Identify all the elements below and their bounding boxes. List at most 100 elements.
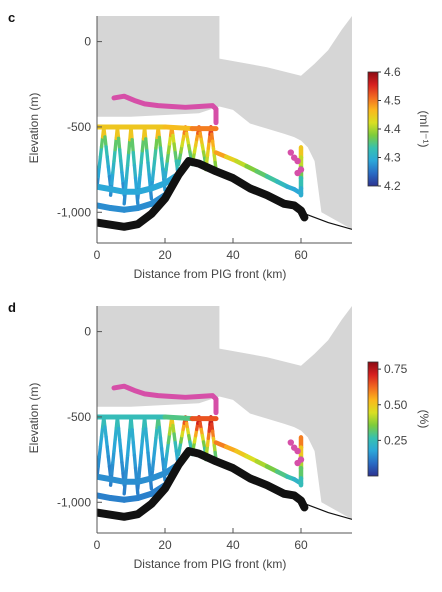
cast-segment [147, 173, 152, 189]
cast-segment [120, 170, 125, 186]
ice-base-obs-point [287, 149, 294, 156]
cast-segment [137, 173, 142, 189]
cast-segment [138, 161, 143, 177]
cast-segment [127, 138, 132, 155]
colorbar-tick-label: 4.2 [384, 179, 401, 193]
colorbar-label: (ml l⁻¹) [417, 111, 431, 148]
cast-segment [159, 446, 165, 461]
cast-profile-d [97, 415, 113, 479]
y-tick-label: -500 [67, 120, 91, 134]
cast-segment [112, 437, 117, 453]
cast-segment [157, 135, 163, 150]
colorbar-tick-label: 4.5 [384, 94, 401, 108]
x-tick-label: 20 [158, 248, 172, 262]
ice-base-obs-point [287, 439, 294, 446]
cast-segment [151, 156, 157, 171]
ice-base-obs-c [111, 93, 219, 126]
cast-segment [158, 436, 164, 451]
cast-segment [111, 159, 116, 175]
cast-segment [153, 436, 158, 451]
colorbar-tick-label: 0.25 [384, 433, 408, 447]
cast-segment [147, 463, 152, 479]
seabed-extension-c [300, 211, 352, 230]
cast-segment [139, 439, 145, 455]
cast-profile-d [163, 415, 181, 470]
cast-profile-c [97, 125, 113, 189]
cast-segment [130, 428, 135, 445]
y-tick-label: -500 [67, 410, 91, 424]
cast-segment [158, 146, 164, 161]
cast-segment [150, 167, 156, 182]
cast-segment [112, 147, 117, 163]
cast-segment [151, 446, 157, 461]
colorbar-gradient [367, 361, 379, 477]
cast-segment [125, 150, 131, 168]
cast-profile-c [163, 125, 181, 180]
ice-base-obs-point [294, 169, 301, 177]
cast-segment [113, 426, 118, 442]
seabed-d [97, 447, 309, 521]
x-tick-label: 40 [226, 248, 240, 262]
cast-segment [127, 428, 132, 445]
cast-profile-d [108, 415, 126, 487]
cast-segment [125, 440, 131, 458]
ice-base-obs-d [111, 383, 219, 416]
cast-segment [131, 150, 137, 168]
cast-segment [145, 439, 150, 455]
cast-segment [139, 149, 145, 165]
cast-segment [140, 427, 146, 443]
cast-segment [146, 451, 151, 467]
x-tick-label: 20 [158, 538, 172, 552]
x-tick-label: 0 [94, 248, 101, 262]
cast-segment [159, 156, 165, 171]
cast-segment [116, 136, 122, 152]
y-tick-label: -1,000 [57, 205, 91, 219]
cast-segment [145, 149, 150, 165]
colorbar-label: (%) [417, 410, 431, 429]
colorbar-tick-label: 0.50 [384, 398, 408, 412]
upper-track-segment [162, 414, 195, 422]
cast-segment [124, 163, 130, 180]
cast-segment [144, 137, 149, 153]
seabed-c [97, 157, 309, 231]
cast-segment [110, 170, 115, 186]
cast-segment [119, 449, 124, 465]
x-tick-label: 0 [94, 538, 101, 552]
colorbar-c: 4.2 4.3 4.4 4.5 4.6 (ml l⁻¹) [367, 65, 431, 193]
cast-segment [120, 460, 125, 476]
upper-track-segment [162, 124, 195, 132]
cast-segment [132, 453, 138, 470]
colorbar-tick-label: 4.3 [384, 151, 401, 165]
cast-segment [117, 437, 123, 453]
y-axis-label-c: Elevation (m) [27, 93, 41, 164]
panel-d: d 0 20 40 60 0 -500 -1,000 Distance from PIG f… [8, 300, 431, 571]
cast-segment [138, 451, 143, 467]
cast-segment [116, 426, 122, 442]
cast-segment [132, 163, 138, 180]
colorbar-tick-label: 0.75 [384, 362, 408, 376]
y-tick-label: 0 [84, 325, 91, 339]
panel-c: c 0 20 40 60 0 -500 -1,000 Distance from PIG f… [8, 10, 431, 281]
ice-base-obs-point [294, 447, 301, 455]
cast-segment [146, 161, 151, 177]
cast-segment [124, 453, 130, 470]
cast-segment [130, 138, 135, 155]
ice-base-obs-point [294, 157, 301, 165]
x-tick-label: 40 [226, 538, 240, 552]
cast-segment [111, 449, 116, 465]
cast-segment [150, 457, 156, 472]
cast-segment [119, 159, 124, 175]
cast-segment [154, 425, 159, 440]
cast-segment [117, 147, 123, 163]
colorbar-tick-label: 4.4 [384, 122, 401, 136]
panel-label-c: c [8, 10, 15, 25]
cast-profile-c [108, 125, 126, 197]
y-axis-label-d: Elevation (m) [27, 383, 41, 454]
cast-segment [113, 136, 118, 152]
cast-segment [137, 463, 142, 479]
cast-segment [153, 146, 158, 161]
colorbar-gradient [367, 71, 379, 187]
cast-segment [110, 460, 115, 476]
x-tick-label: 60 [294, 538, 308, 552]
axes-c: 0 20 40 60 0 -500 -1,000 [57, 16, 352, 262]
